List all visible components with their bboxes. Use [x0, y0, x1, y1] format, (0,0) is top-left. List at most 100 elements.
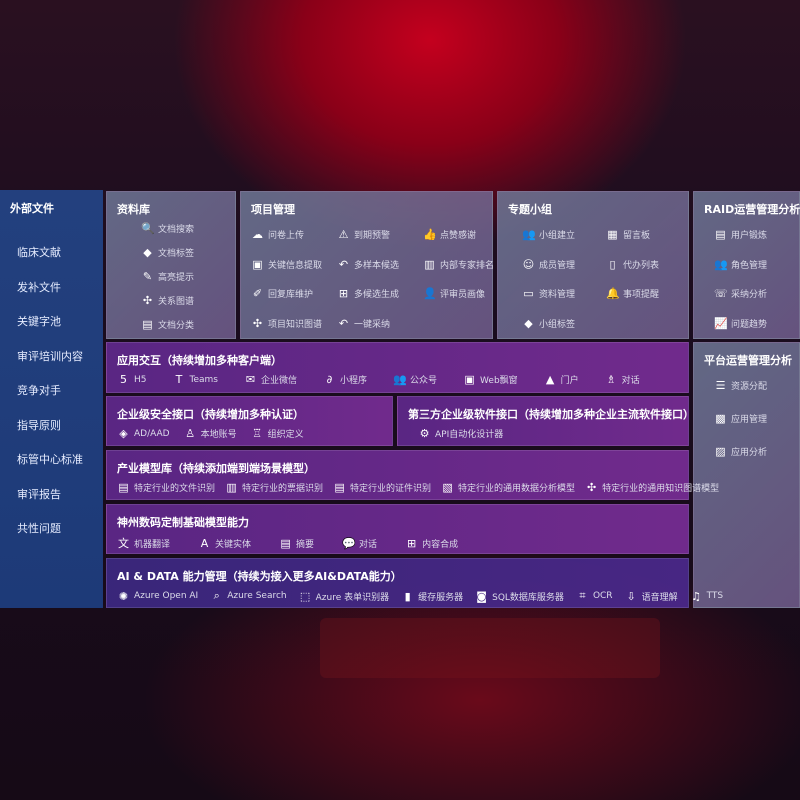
user-lock-icon: ♙ [185, 427, 196, 440]
feature-security-0[interactable]: ◈ AD/AAD [117, 427, 170, 440]
feature-base-2[interactable]: ▤ 摘要 [279, 535, 314, 551]
thumbs-up-icon: 👍 [423, 228, 437, 241]
sidebar-item[interactable]: 审评培训内容 [17, 349, 83, 363]
feature-ai-0[interactable]: ✺ Azure Open AI [117, 589, 198, 603]
feature-raid-3[interactable]: 📈 问题趋势 [714, 317, 767, 330]
feature-project-0[interactable]: ☁ 问卷上传 [251, 228, 304, 241]
panel-title: AI & DATA 能力管理（持续为接入更多AI&DATA能力） [117, 570, 402, 583]
feature-app-0[interactable]: 5 H5 [117, 373, 147, 386]
feature-label: 关系图谱 [158, 297, 195, 307]
feature-app-4[interactable]: 👥 公众号 [393, 373, 437, 386]
feature-label: 事项提醒 [623, 290, 660, 300]
feature-ai-3[interactable]: ▮ 缓存服务器 [401, 589, 464, 603]
feature-label: 特定行业的通用数据分析模型 [458, 484, 576, 494]
feature-base-1[interactable]: A 关键实体 [198, 535, 251, 551]
feature-ai-1[interactable]: ⌕ Azure Search [210, 589, 287, 603]
feature-base-4[interactable]: ⊞ 内容合成 [405, 535, 458, 551]
feature-library-1[interactable]: ◆ 文档标签 [141, 246, 194, 259]
feature-app-1[interactable]: T Teams [173, 373, 218, 386]
feature-industry-4[interactable]: ✣ 特定行业的通用知识图谱模型 [585, 481, 719, 494]
feature-app-7[interactable]: ♗ 对话 [605, 373, 639, 386]
feature-label: 内容合成 [422, 539, 459, 550]
feature-third-0[interactable]: ⚙ API自动化设计器 [418, 427, 504, 440]
feature-label: 小组标签 [539, 319, 576, 330]
feature-ai-7[interactable]: ♫ TTS [690, 589, 723, 603]
feature-library-2[interactable]: ✎ 高亮提示 [141, 270, 194, 283]
sidebar-item[interactable]: 审评报告 [17, 487, 61, 501]
feature-project-5[interactable]: ▥ 内部专家排名 [423, 258, 494, 271]
sidebar-external-files: 外部文件 临床文献 发补文件 关键字池 审评培训内容 竞争对手 指导原则 标管中心标准 审评报… [0, 190, 103, 608]
feature-library-0[interactable]: 🔍 文档搜索 [141, 222, 194, 235]
tts-icon: ♫ [691, 589, 702, 603]
feature-group-6[interactable]: ◆ 小组标签 [522, 317, 575, 330]
sidebar-item[interactable]: 共性问题 [17, 522, 61, 535]
feature-ai-2[interactable]: ⬚ Azure 表单识别器 [299, 589, 389, 603]
pen-icon: ✎ [142, 270, 153, 283]
feature-group-1[interactable]: ▦ 留言板 [606, 228, 650, 241]
panel-title: 项目管理 [251, 203, 295, 216]
feature-app-2[interactable]: ✉ 企业微信 [244, 373, 297, 386]
feature-label: 文档标签 [158, 249, 195, 259]
feature-group-0[interactable]: 👥 小组建立 [522, 228, 575, 241]
feature-group-2[interactable]: ☺ 成员管理 [522, 258, 575, 271]
feature-project-4[interactable]: ↶ 多样本候选 [337, 258, 399, 271]
feature-group-3[interactable]: ▯ 代办列表 [606, 258, 659, 271]
feature-project-2[interactable]: 👍 点赞感谢 [423, 228, 476, 241]
feature-platform-0[interactable]: ☰ 资源分配 [714, 379, 767, 392]
feature-label: AD/AAD [134, 428, 170, 439]
feature-label: 特定行业的证件识别 [350, 484, 432, 494]
tag-icon: ◆ [143, 246, 152, 259]
feature-app-5[interactable]: ▣ Web飘窗 [463, 373, 517, 386]
panel-raid: RAID运营管理分析 ▤ 用户锻炼 👥 角色管理 ☏ 采纳分析 📈 问题趋势 [693, 191, 800, 339]
feature-security-2[interactable]: ♖ 组织定义 [251, 427, 303, 440]
sidebar-item[interactable]: 临床文献 [17, 246, 61, 259]
feature-platform-1[interactable]: ▩ 应用管理 [714, 412, 767, 425]
feature-ai-6[interactable]: ⇩ 语音理解 [625, 589, 677, 603]
feature-library-3[interactable]: ✣ 关系图谱 [141, 294, 194, 307]
receipt-icon: ▥ [226, 481, 237, 494]
feature-project-7[interactable]: ⊞ 多候选生成 [337, 287, 399, 300]
feature-label: API自动化设计器 [435, 430, 504, 440]
feature-app-6[interactable]: ▲ 门户 [544, 373, 579, 386]
feature-label: 摘要 [296, 539, 315, 550]
teams-icon: T [175, 373, 183, 386]
chart-icon: ▨ [715, 445, 726, 458]
sidebar-item[interactable]: 指导原则 [17, 418, 61, 432]
feature-group-5[interactable]: 🔔 事项提醒 [606, 287, 659, 300]
feature-label: 关键信息提取 [268, 260, 323, 271]
feature-label: 问题趋势 [731, 319, 768, 330]
feature-project-8[interactable]: 👤 评审员画像 [423, 287, 485, 300]
feature-ai-4[interactable]: ◙ SQL数据库服务器 [475, 589, 564, 603]
feature-project-3[interactable]: ▣ 关键信息提取 [251, 258, 322, 271]
feature-industry-2[interactable]: ▤ 特定行业的证件识别 [333, 481, 431, 494]
feature-project-10[interactable]: ↶ 一键采纳 [337, 317, 390, 330]
feature-security-1[interactable]: ♙ 本地账号 [184, 427, 236, 440]
miniprogram-icon: ∂ [326, 373, 333, 386]
feature-industry-0[interactable]: ▤ 特定行业的文件识别 [117, 481, 215, 494]
sidebar-item[interactable]: 标管中心标准 [17, 453, 83, 466]
feature-base-3[interactable]: 💬 对话 [342, 535, 377, 551]
feature-raid-1[interactable]: 👥 角色管理 [714, 258, 767, 271]
feature-base-0[interactable]: 文机器翻译 [117, 535, 170, 551]
feature-library-4[interactable]: ▤ 文档分类 [141, 318, 194, 331]
feature-raid-2[interactable]: ☏ 采纳分析 [714, 287, 767, 300]
feature-project-1[interactable]: ⚠ 到期预警 [337, 228, 390, 241]
feature-app-3[interactable]: ∂ 小程序 [323, 373, 367, 386]
sidebar-item[interactable]: 关键字池 [17, 315, 61, 328]
sidebar-item[interactable]: 竞争对手 [17, 384, 61, 397]
feature-raid-0[interactable]: ▤ 用户锻炼 [714, 228, 767, 241]
feature-project-9[interactable]: ✣ 项目知识图谱 [251, 317, 322, 330]
sidebar-item[interactable]: 发补文件 [17, 280, 61, 294]
feature-industry-3[interactable]: ▧ 特定行业的通用数据分析模型 [441, 481, 575, 494]
panel-title: 平台运营管理分析 [704, 354, 792, 367]
feature-label: 到期预警 [354, 231, 391, 241]
feature-ai-5[interactable]: ⌗ OCR [576, 589, 612, 603]
feature-label: 应用分析 [731, 448, 768, 458]
feature-project-6[interactable]: ✐ 回复库维护 [251, 287, 313, 300]
feature-platform-2[interactable]: ▨ 应用分析 [714, 445, 767, 458]
feature-label: 代办列表 [623, 260, 660, 271]
feature-industry-1[interactable]: ▥ 特定行业的票据识别 [225, 481, 323, 494]
tag-icon: ◆ [524, 316, 533, 330]
panel-title: 第三方企业级软件接口（持续增加多种企业主流软件接口） [408, 408, 694, 421]
feature-group-4[interactable]: ▭ 资料管理 [522, 287, 575, 300]
